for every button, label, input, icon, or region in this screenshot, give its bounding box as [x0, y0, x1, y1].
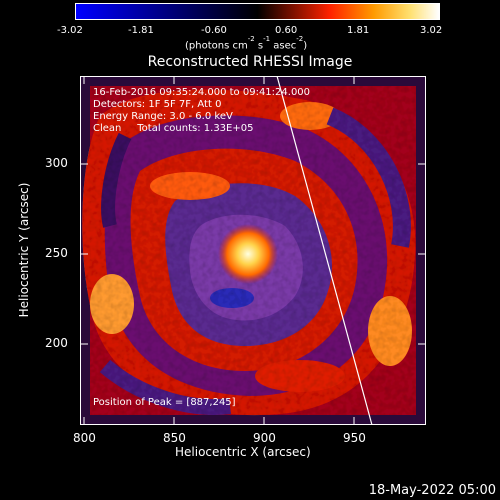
colorbar-tick-label: -1.81: [128, 25, 154, 36]
colorbar-units-label: (photons cm-2 s-1 asec-2): [185, 35, 308, 52]
x-tick-label: 900: [253, 431, 276, 445]
colorbar-tick-label: -3.02: [57, 25, 83, 36]
colorbar-tick-label: 3.02: [420, 25, 443, 36]
energy-range-label: Energy Range: 3.0 - 6.0 keV: [93, 111, 233, 122]
clean-total-counts-label: Clean Total counts: 1.33E+05: [93, 123, 254, 134]
x-tick-label: 800: [73, 431, 96, 445]
peak-position-label: Position of Peak = [887,245]: [93, 397, 236, 408]
rhessi-image: [80, 76, 426, 425]
x-tick-label: 850: [163, 431, 186, 445]
y-tick-label: 300: [45, 156, 68, 170]
x-axis-title: Heliocentric X (arcsec): [175, 445, 311, 459]
plot-frame: [80, 76, 426, 425]
time-range-label: 16-Feb-2016 09:35:24.000 to 09:41:24.000: [93, 87, 311, 98]
generation-timestamp: 18-May-2022 05:00: [368, 483, 496, 498]
y-tick-label: 200: [45, 336, 68, 350]
colorbar-tick-label: 0.60: [275, 25, 298, 36]
colorbar-tick-label: -0.60: [201, 25, 227, 36]
colorbar: [75, 3, 440, 20]
colorbar-tick-label: 1.81: [347, 25, 370, 36]
y-axis-title: Heliocentric Y (arcsec): [17, 182, 31, 318]
detectors-label: Detectors: 1F 5F 7F, Att 0: [93, 99, 222, 110]
image-title: Reconstructed RHESSI Image: [147, 54, 353, 70]
y-tick-label: 250: [45, 246, 68, 260]
x-tick-label: 950: [343, 431, 366, 445]
